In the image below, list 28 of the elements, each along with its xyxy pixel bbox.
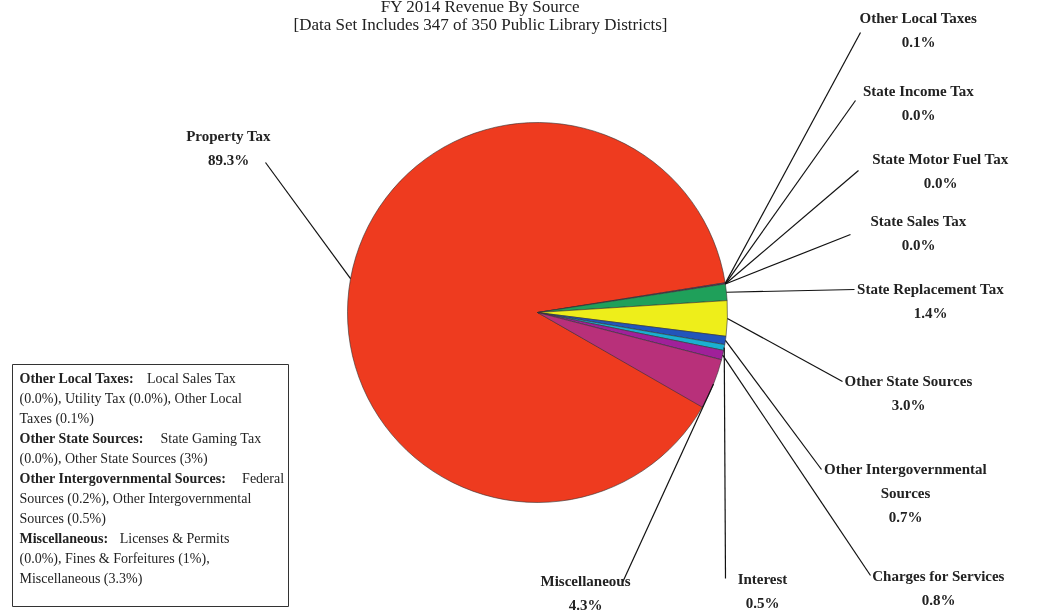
text: Other State Sources: State Gaming Tax (0.0%), Other State Sources (3%) [19, 431, 262, 466]
slice-label: Other Intergovernmental Sources [824, 460, 987, 501]
category-label: State Income Tax [862, 82, 974, 99]
data-label: 1.4% [913, 304, 948, 321]
slice-label: State Replacement Tax [857, 280, 1005, 297]
text: Other Intergovernmental Sources: Federal Sources (0.2%), Other Intergovernmental Sources (0.5%) [19, 471, 285, 527]
slice-label: Other State Sources [844, 372, 973, 389]
data-label: 89.3% [207, 151, 250, 168]
slice-label: Other Local Taxes [859, 9, 978, 26]
data-label: 0.7% [888, 508, 923, 525]
text: Other Local Taxes: Local Sales Tax (0.0%), Utility Tax (0.0%), Other Local Taxes (0.1%) [19, 371, 242, 427]
text: 0.0% [901, 106, 936, 123]
data-label: 3.0% [891, 396, 926, 413]
text: 0.0% [901, 236, 936, 253]
text: 0.0% [923, 174, 958, 191]
category-label: State Sales Tax [870, 212, 967, 229]
category-label: State Motor Fuel Tax [872, 150, 1009, 167]
data-label: 0.1% [901, 33, 936, 50]
slice-label: Miscellaneous [540, 572, 631, 589]
slice-label: Property Tax [186, 127, 272, 144]
slice-label: Interest [737, 570, 788, 587]
data-label: 0.8% [921, 591, 956, 608]
slice-label: Charges for Services [872, 567, 1005, 584]
text: Miscellaneous: Licenses & Permits (0.0%), Fines & Forfeitures (1%), Miscellaneous (3.3%) [19, 531, 230, 587]
chart-subtitle: [Data Set Includes 347 of 350 Public Library Districts] [293, 15, 668, 34]
data-label: 4.3% [568, 596, 603, 613]
data-label: 0.5% [745, 594, 780, 611]
chart-title: FY 2014 Revenue By Source [380, 0, 580, 16]
